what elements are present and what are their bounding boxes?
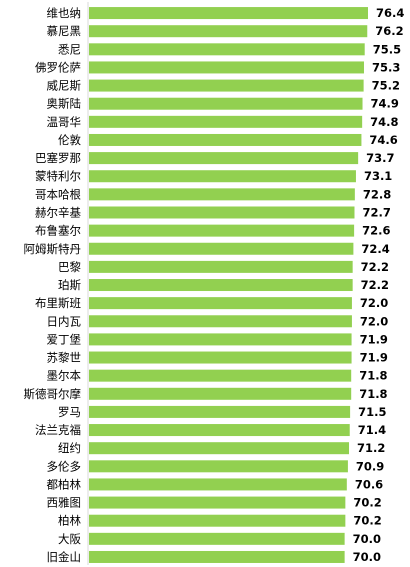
category-label: 悉尼: [58, 42, 81, 56]
category-label: 威尼斯: [47, 79, 82, 93]
bar: [89, 315, 352, 328]
bar: [89, 115, 363, 128]
bar: [89, 242, 354, 255]
category-label: 布里斯班: [35, 296, 81, 310]
value-label: 72.7: [362, 205, 390, 219]
category-label: 爱丁堡: [47, 332, 82, 346]
bar: [89, 532, 345, 545]
value-label: 72.2: [361, 260, 389, 274]
bar: [89, 279, 353, 292]
bar: [89, 478, 347, 491]
value-label: 73.1: [364, 169, 392, 183]
category-label: 苏黎世: [47, 351, 82, 365]
value-label: 71.5: [358, 405, 386, 419]
category-label: 伦敦: [58, 133, 81, 147]
bar: [89, 25, 368, 38]
value-label: 70.0: [353, 532, 381, 546]
category-label: 奥斯陆: [47, 97, 82, 111]
value-label: 72.0: [360, 314, 388, 328]
value-labels-group: 76.4 76.2 75.5 75.3 75.2 74.9 74.8 74.6 73.7 73.1…: [353, 6, 405, 564]
bar: [89, 405, 351, 418]
value-label: 71.9: [360, 351, 388, 365]
bar: [89, 7, 368, 20]
value-label: 74.6: [369, 133, 397, 147]
category-label: 巴塞罗那: [35, 151, 81, 165]
bar: [89, 43, 365, 56]
bar: [89, 460, 348, 473]
category-label: 都柏林: [47, 477, 82, 491]
category-label: 日内瓦: [47, 314, 82, 328]
value-label: 71.4: [358, 423, 386, 437]
value-label: 75.3: [372, 60, 400, 74]
bars-group: [89, 7, 368, 563]
category-label: 法兰克福: [35, 423, 81, 437]
category-label: 维也纳: [47, 6, 82, 20]
bar: [89, 133, 362, 146]
category-label: 温哥华: [47, 115, 82, 129]
value-label: 71.8: [359, 387, 387, 401]
category-label: 慕尼黑: [47, 24, 82, 38]
category-label: 佛罗伦萨: [35, 60, 81, 74]
value-label: 70.9: [356, 459, 384, 473]
category-label: 旧金山: [47, 550, 82, 564]
category-label: 墨尔本: [47, 369, 82, 383]
bar: [89, 79, 364, 92]
category-label: 布鲁塞尔: [35, 224, 81, 238]
bar: [89, 206, 355, 219]
value-label: 75.2: [372, 79, 400, 93]
bar: [89, 351, 352, 364]
category-labels-group: 维也纳慕尼黑悉尼佛罗伦萨威尼斯奥斯陆温哥华伦敦巴塞罗那蒙特利尔哥本哈根赫尔辛基布…: [24, 6, 82, 564]
category-label: 蒙特利尔: [35, 169, 81, 183]
category-label: 巴黎: [58, 260, 81, 274]
value-label: 74.8: [370, 115, 398, 129]
bar: [89, 297, 352, 310]
bar: [89, 442, 350, 455]
category-label: 西雅图: [47, 496, 82, 510]
value-label: 72.8: [363, 187, 391, 201]
bar: [89, 424, 350, 437]
category-label: 珀斯: [58, 278, 81, 292]
bar: [89, 369, 352, 382]
value-label: 71.8: [359, 369, 387, 383]
category-label: 大阪: [58, 532, 81, 546]
value-label: 73.7: [366, 151, 394, 165]
value-label: 76.2: [375, 24, 403, 38]
value-label: 72.6: [362, 224, 390, 238]
bar: [89, 496, 346, 509]
value-label: 74.9: [371, 97, 399, 111]
category-label: 赫尔辛基: [35, 205, 81, 219]
bar: [89, 170, 356, 183]
category-label: 柏林: [58, 514, 81, 528]
bar: [89, 61, 364, 74]
value-label: 71.2: [357, 441, 385, 455]
value-label: 70.6: [355, 477, 383, 491]
bar: [89, 260, 353, 273]
value-label: 75.5: [373, 42, 401, 56]
value-label: 76.4: [376, 6, 404, 20]
bar: [89, 514, 346, 527]
value-label: 72.2: [361, 278, 389, 292]
value-label: 72.0: [360, 296, 388, 310]
value-label: 70.2: [353, 496, 381, 510]
bar: [89, 188, 355, 201]
category-label: 哥本哈根: [35, 187, 81, 201]
value-label: 70.2: [353, 514, 381, 528]
category-label: 罗马: [58, 405, 81, 419]
category-label: 纽约: [58, 441, 81, 455]
bar: [89, 152, 359, 165]
bar: [89, 333, 352, 346]
value-label: 72.4: [361, 242, 389, 256]
bar: [89, 224, 355, 237]
category-label: 阿姆斯特丹: [24, 242, 82, 256]
bar: [89, 387, 352, 400]
bar: [89, 550, 345, 563]
bar: [89, 97, 363, 110]
category-label: 斯德哥尔摩: [24, 387, 82, 401]
value-label: 71.9: [360, 332, 388, 346]
category-label: 多伦多: [47, 459, 82, 473]
value-label: 70.0: [353, 550, 381, 564]
